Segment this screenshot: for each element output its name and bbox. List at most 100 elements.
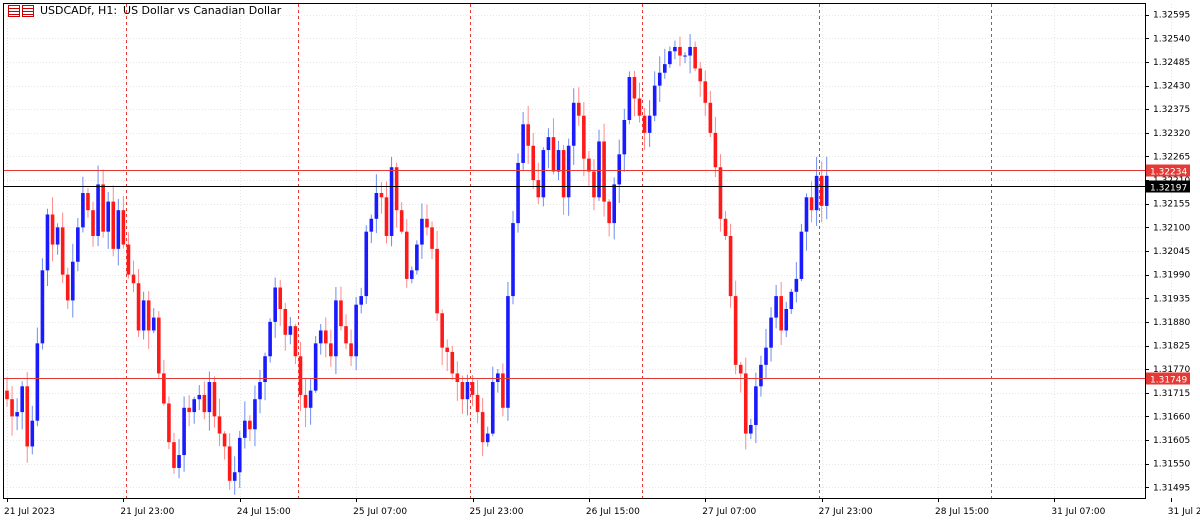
x-tick-label-7: 27 Jul 23:00 <box>819 507 873 517</box>
y-tick-label-16: 1.31715 <box>1153 389 1190 399</box>
candle-77 <box>394 162 399 228</box>
candle-32 <box>167 396 171 450</box>
y-tick-label-1: 1.32540 <box>1153 34 1190 44</box>
candle-27 <box>141 291 146 340</box>
candle-100 <box>511 211 515 305</box>
candle-90 <box>460 375 465 414</box>
candle-34 <box>177 439 181 479</box>
candle-18 <box>96 165 100 247</box>
candle-99 <box>506 281 510 421</box>
candle-56 <box>288 316 293 345</box>
y-tick-label-4: 1.32375 <box>1153 105 1190 115</box>
x-tick-label-6: 27 Jul 07:00 <box>702 507 756 517</box>
day-separators <box>126 4 992 498</box>
candle-28 <box>146 291 151 349</box>
y-tick-label-15: 1.31770 <box>1153 365 1190 375</box>
candle-141 <box>718 154 723 232</box>
candle-149 <box>759 355 763 397</box>
candle-2 <box>15 398 19 431</box>
x-tick-label-3: 25 Jul 07:00 <box>353 507 407 517</box>
candle-75 <box>384 181 389 244</box>
candle-134 <box>683 52 687 64</box>
candle-133 <box>678 36 682 67</box>
candle-13 <box>70 243 75 318</box>
candle-6 <box>35 327 40 427</box>
candle-45 <box>232 456 237 495</box>
candle-44 <box>227 433 232 490</box>
candle-43 <box>222 431 227 460</box>
candle-47 <box>243 401 247 449</box>
candle-41 <box>212 376 217 428</box>
candle-71 <box>364 225 369 304</box>
x-tick-label-1: 21 Jul 23:00 <box>120 507 174 517</box>
candle-9 <box>50 197 55 262</box>
candle-8 <box>45 208 50 287</box>
candle-153 <box>779 281 783 345</box>
candle-144 <box>733 280 738 375</box>
candle-125 <box>637 82 642 123</box>
candle-123 <box>627 71 632 125</box>
candles <box>5 34 829 495</box>
y-tick-label-0: 1.32595 <box>1153 11 1190 21</box>
candle-33 <box>172 432 176 474</box>
candle-19 <box>101 169 105 238</box>
candle-70 <box>359 287 363 314</box>
candle-84 <box>430 221 434 260</box>
candle-69 <box>354 297 358 371</box>
candle-155 <box>789 288 794 314</box>
candle-129 <box>657 56 662 102</box>
candle-53 <box>273 277 277 338</box>
x-tick-label-10: 31 Jul 23:00 <box>1168 507 1200 517</box>
candle-136 <box>693 41 697 72</box>
candle-148 <box>754 372 758 444</box>
candle-94 <box>480 397 485 457</box>
y-tick-label-11: 1.31990 <box>1153 271 1190 281</box>
candle-74 <box>379 181 384 214</box>
x-tick-label-9: 31 Jul 07:00 <box>1051 507 1105 517</box>
candle-87 <box>445 339 450 371</box>
candle-110 <box>561 144 566 215</box>
x-tick-label-5: 26 Jul 15:00 <box>586 507 640 517</box>
price-line-label-2: 1.31749 <box>1146 372 1190 386</box>
y-tick-label-9: 1.32100 <box>1153 223 1190 233</box>
candle-116 <box>592 159 596 211</box>
candle-38 <box>197 385 202 411</box>
candle-128 <box>652 71 657 122</box>
candle-86 <box>440 309 444 366</box>
candle-162 <box>824 156 829 220</box>
candle-81 <box>415 240 419 275</box>
candle-58 <box>298 341 303 412</box>
candle-42 <box>217 398 222 447</box>
candle-16 <box>86 188 90 218</box>
candle-1 <box>10 386 14 436</box>
chart-title: USDCADf, H1: US Dollar vs Canadian Dolla… <box>8 4 281 17</box>
candle-105 <box>536 162 541 205</box>
candle-95 <box>485 426 490 447</box>
svg-text:1.31749: 1.31749 <box>1150 376 1187 386</box>
y-tick-label-2: 1.32485 <box>1153 58 1190 68</box>
candle-113 <box>576 87 581 126</box>
candle-161 <box>819 161 824 223</box>
candle-55 <box>283 302 288 351</box>
candle-130 <box>663 48 667 79</box>
candle-158 <box>804 193 809 251</box>
y-tick-label-10: 1.32045 <box>1153 247 1190 257</box>
candle-20 <box>106 191 110 249</box>
candle-31 <box>162 359 166 406</box>
candle-54 <box>278 280 283 326</box>
candle-51 <box>263 352 267 401</box>
candle-72 <box>369 214 374 244</box>
candle-36 <box>187 395 191 427</box>
candle-119 <box>607 199 611 237</box>
candle-12 <box>65 267 70 309</box>
candle-46 <box>237 430 242 488</box>
candle-4 <box>25 372 30 463</box>
y-tick-label-5: 1.32320 <box>1153 129 1190 139</box>
price-lines <box>4 170 1145 379</box>
candle-109 <box>556 140 561 181</box>
candle-120 <box>612 177 616 240</box>
candle-80 <box>410 266 414 284</box>
candle-65 <box>334 286 338 375</box>
